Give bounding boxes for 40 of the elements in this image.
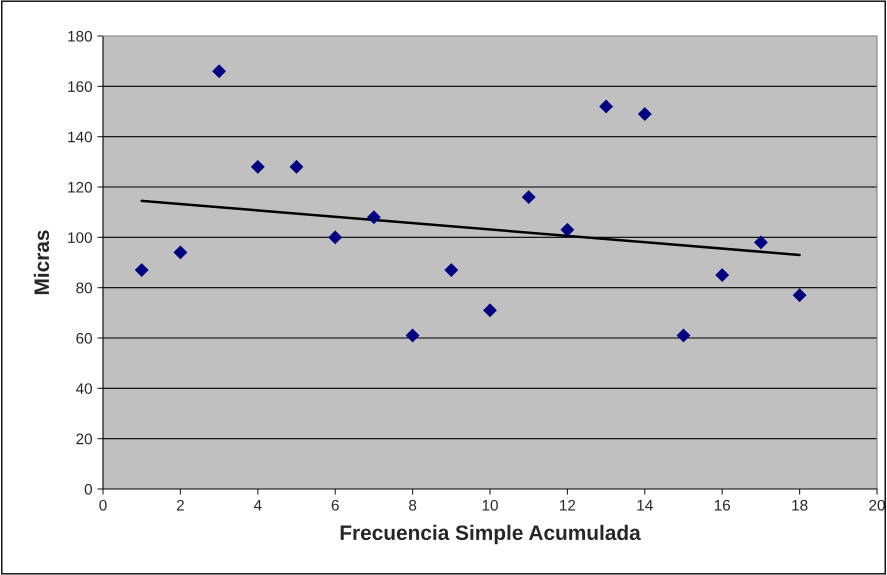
y-tick-label: 140: [68, 132, 92, 142]
x-tick-label: 8: [409, 500, 416, 511]
point: [212, 64, 226, 78]
x-axis-title: Frecuencia Simple Acumulada: [340, 524, 641, 544]
point: [406, 328, 420, 342]
y-tick-label: 40: [76, 383, 92, 394]
point: [173, 245, 188, 260]
x-tick-label: 12: [560, 500, 576, 510]
y-tick-label: 160: [68, 81, 92, 92]
y-tick-label: 0: [84, 484, 92, 495]
point: [290, 160, 304, 174]
point: [328, 230, 342, 244]
y-tick-label: 100: [68, 232, 92, 244]
point: [676, 328, 690, 342]
y-axis-title: Micras: [34, 230, 50, 294]
y-tick-label: 60: [76, 332, 92, 344]
y-tick-label: 20: [76, 434, 92, 444]
point: [792, 288, 807, 302]
point: [250, 160, 265, 174]
point: [134, 263, 149, 277]
point: [444, 263, 458, 277]
x-tick-label: 16: [714, 500, 730, 511]
x-tick-label: 6: [332, 500, 339, 511]
point: [599, 100, 614, 114]
point: [560, 222, 574, 237]
point: [522, 190, 536, 204]
y-tick-label: 80: [76, 282, 92, 294]
point: [715, 268, 730, 282]
point: [483, 303, 497, 318]
y-tick-label: 180: [68, 30, 92, 42]
x-tick-label: 0: [99, 500, 107, 511]
x-tick-label: 18: [792, 500, 808, 511]
y-tick-label: 120: [68, 182, 92, 193]
point: [754, 235, 768, 250]
x-tick-label: 10: [482, 500, 498, 511]
point: [366, 210, 381, 224]
x-tick-label: 4: [254, 500, 262, 510]
point: [638, 107, 652, 121]
x-tick-label: 14: [637, 500, 653, 510]
x-tick-label: 2: [176, 500, 184, 510]
